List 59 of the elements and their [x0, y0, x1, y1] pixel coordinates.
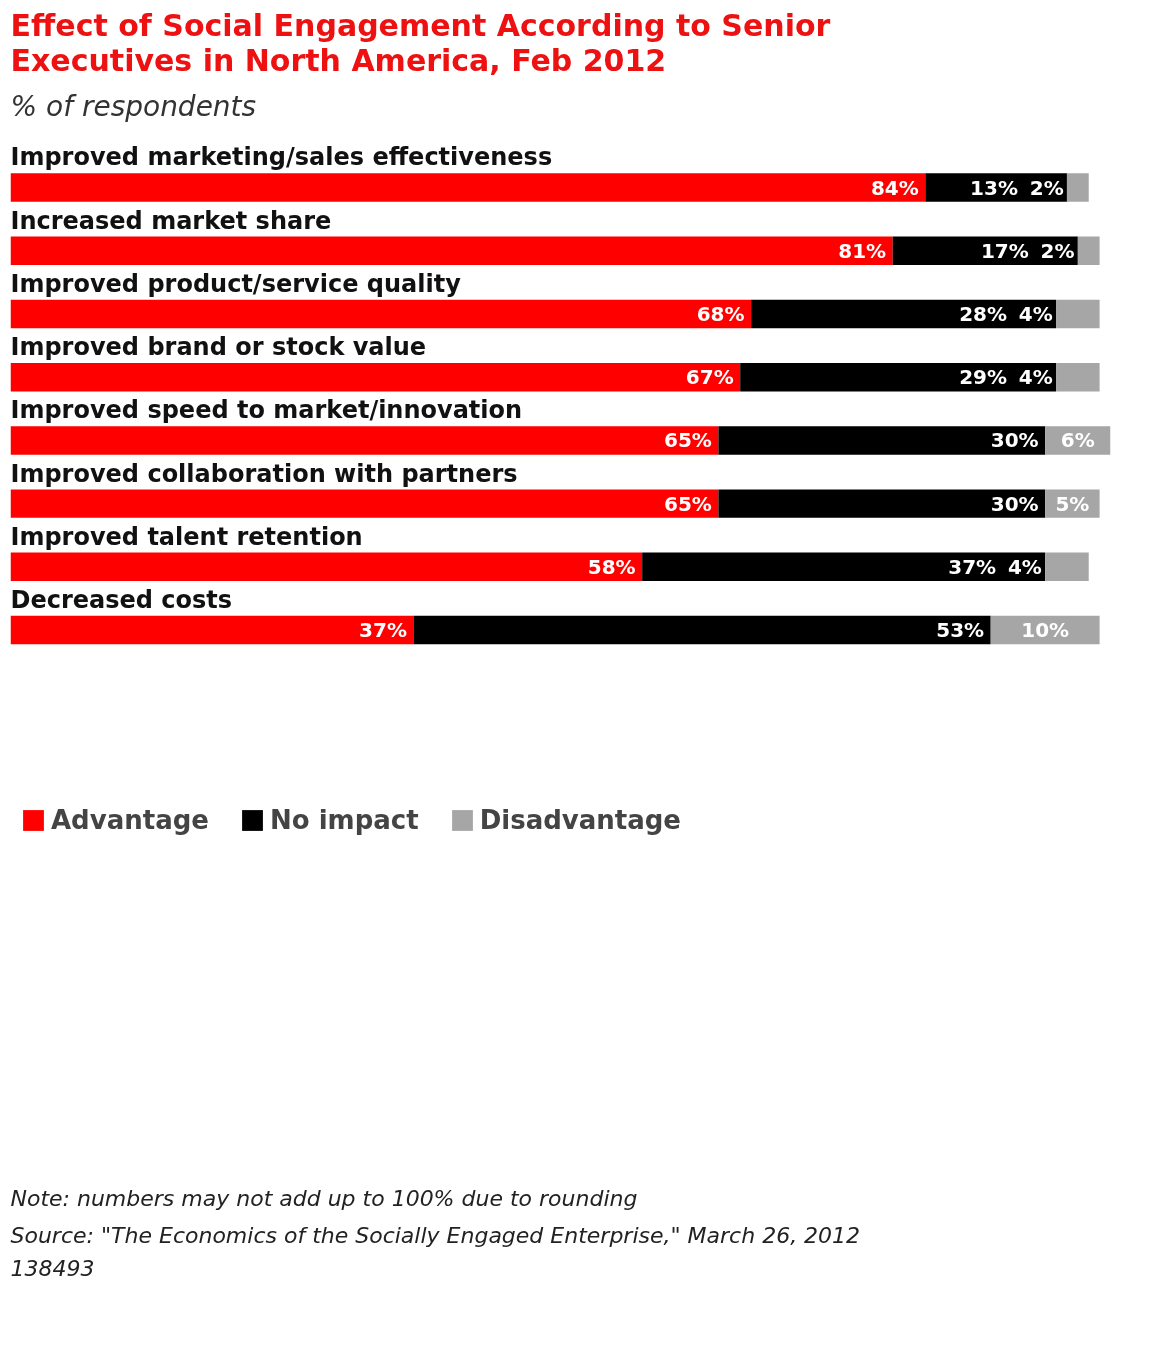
text: Note: numbers may not add up to 100% due to rounding [10, 1185, 638, 1211]
legend-label: Advantage [51, 805, 209, 835]
bar [10, 489, 719, 518]
y-tick-label: Improved brand or stock value [10, 333, 427, 362]
data-label: 4% [1018, 365, 1053, 390]
data-label: 67% [685, 365, 734, 390]
bar [751, 299, 1057, 329]
data-label: 37% [948, 554, 997, 579]
y-tick-label: Decreased costs [10, 585, 233, 614]
data-label: 4% [1007, 554, 1042, 579]
bar [10, 552, 643, 582]
y-tick-label: Increased market share [10, 206, 332, 235]
bar [718, 489, 1046, 518]
legend-label: Disadvantage [479, 805, 682, 835]
bar [642, 552, 1046, 582]
data-label: 5% [1055, 491, 1090, 516]
bar [10, 426, 719, 455]
bar [1066, 173, 1089, 202]
bar [413, 615, 991, 645]
bar [1056, 362, 1100, 392]
data-label: 65% [664, 491, 712, 516]
chart-subtitle: % of respondents [10, 89, 257, 123]
data-label: 4% [1018, 301, 1053, 326]
data-label: 68% [696, 301, 745, 326]
data-label: 30% [990, 491, 1039, 516]
data-label: 10% [1021, 618, 1070, 643]
y-tick-label: Improved marketing/sales effectiveness [10, 143, 553, 172]
data-label: 2% [1029, 175, 1064, 200]
data-label: 2% [1040, 238, 1075, 263]
data-label: 6% [1060, 428, 1095, 453]
data-label: 30% [990, 428, 1039, 453]
data-label: 65% [664, 428, 712, 453]
bar [10, 362, 741, 392]
data-label: 29% [959, 365, 1008, 390]
y-tick-label: Improved collaboration with partners [10, 459, 518, 488]
bar [10, 173, 926, 202]
bar [1077, 236, 1100, 265]
chart-title: Effect of Social Engagement According to Senior Executives in North America, Feb 2012 [10, 7, 831, 78]
data-label: 13% [970, 175, 1018, 200]
data-label: 84% [870, 175, 919, 200]
data-label: 58% [587, 554, 636, 579]
data-label: 28% [959, 301, 1008, 326]
y-tick-label: Improved product/service quality [10, 269, 462, 298]
y-tick-label: Improved speed to market/innovation [10, 396, 523, 425]
legend-label: No impact [269, 805, 419, 835]
y-tick-label: Improved talent retention [10, 522, 363, 551]
bar [10, 615, 414, 645]
data-label: 53% [936, 618, 985, 643]
bar [10, 299, 752, 329]
bar [718, 426, 1046, 455]
data-label: 81% [838, 238, 887, 263]
data-label: 37% [359, 618, 407, 643]
bar [10, 236, 893, 265]
bar [1045, 552, 1089, 582]
text: 138493 [10, 1255, 95, 1281]
data-label: 17% [980, 238, 1029, 263]
bar [1056, 299, 1100, 329]
bar [740, 362, 1057, 392]
source-note: Source: "The Economics of the Socially Engaged Enterprise," March 26, 2012 [10, 1222, 861, 1248]
